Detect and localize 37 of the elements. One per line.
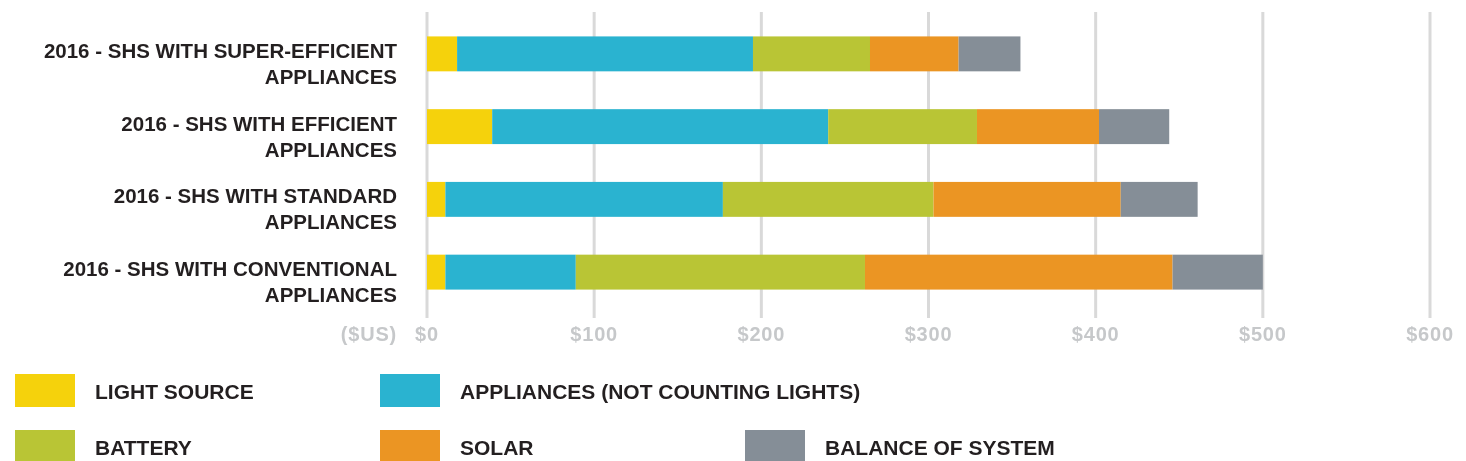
- y-tick-label: 2016 - SHS WITH SUPER-EFFICIENT APPLIANCES: [43, 38, 398, 88]
- x-tick-label: $0: [415, 323, 439, 345]
- bar: [864, 254, 1173, 290]
- y-tick-label: 2016 - SHS WITH CONVENTIONAL APPLIANCES: [63, 257, 397, 307]
- bar: [427, 254, 446, 290]
- bar: [445, 254, 576, 290]
- bar: [722, 181, 934, 217]
- x-axis-title: ($US): [340, 323, 397, 345]
- x-tick-label: $100: [570, 323, 619, 345]
- bar: [869, 36, 959, 72]
- legend-label: BATTERY: [95, 435, 192, 459]
- bar: [752, 36, 870, 72]
- bar: [575, 254, 865, 290]
- bar: [492, 109, 829, 145]
- bar: [933, 181, 1121, 217]
- bar: [445, 181, 723, 217]
- y-tick-label: 2016 - SHS WITH EFFICIENT APPLIANCES: [121, 111, 398, 161]
- bar: [828, 109, 977, 145]
- bar: [427, 109, 493, 145]
- legend-label: BALANCE OF SYSTEM: [825, 435, 1055, 459]
- legend-label: SOLAR: [460, 435, 534, 459]
- bar: [427, 36, 458, 72]
- bar: [427, 181, 446, 217]
- legend-label: APPLIANCES (NOT COUNTING LIGHTS): [460, 379, 861, 403]
- x-tick-label: $400: [1071, 323, 1120, 345]
- bar: [1120, 181, 1198, 217]
- legend-label: LIGHT SOURCE: [95, 379, 254, 403]
- x-tick-label: $300: [904, 323, 953, 345]
- x-tick-label: $200: [737, 323, 786, 345]
- x-tick-label: $600: [1406, 323, 1454, 345]
- x-tick-label: $500: [1238, 323, 1287, 345]
- bar: [958, 36, 1021, 72]
- y-tick-label: 2016 - SHS WITH STANDARD APPLIANCES: [113, 184, 397, 234]
- bar: [1172, 254, 1263, 290]
- bar: [1099, 109, 1170, 145]
- bar: [457, 36, 753, 72]
- bar: [976, 109, 1100, 145]
